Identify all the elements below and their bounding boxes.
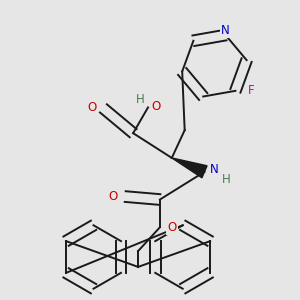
Text: O: O: [167, 221, 176, 234]
Text: F: F: [248, 84, 255, 97]
Text: O: O: [151, 100, 160, 113]
Polygon shape: [172, 158, 207, 178]
Text: H: H: [222, 173, 231, 186]
Text: N: N: [221, 24, 230, 37]
Text: O: O: [109, 190, 118, 203]
Text: O: O: [87, 101, 96, 114]
Text: H: H: [136, 93, 145, 106]
Text: N: N: [210, 163, 219, 176]
